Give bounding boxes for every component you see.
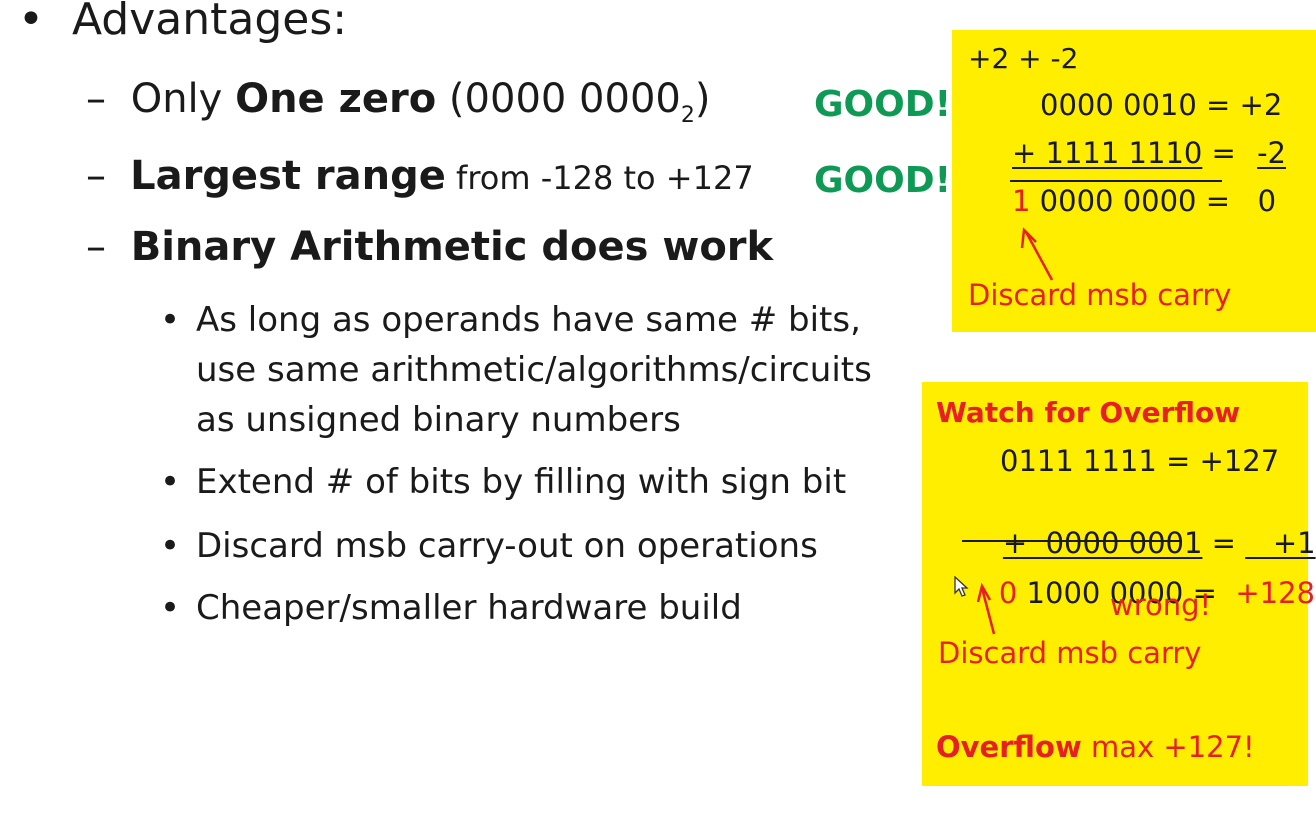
example-row: 0000 0010 = +2: [1040, 88, 1283, 122]
dash-icon: –: [86, 224, 106, 270]
dash-icon: –: [86, 76, 106, 122]
overflow-result: +128: [1235, 576, 1315, 610]
sub-text: as unsigned binary numbers: [196, 400, 681, 440]
example-title: +2 + -2: [968, 42, 1079, 75]
sub-text: Cheaper/smaller hardware build: [196, 588, 742, 628]
footer-text: max +127!: [1081, 730, 1255, 764]
equals: =: [1202, 526, 1246, 560]
sub-bullet-same-bits: • As long as operands have same # bits, u…: [160, 295, 872, 445]
example-row: + 0000 0001 = +1: [966, 492, 1316, 594]
sub-bullet-extend-bits: • Extend # of bits by filling with sign b…: [160, 462, 846, 502]
example-row: 0111 1111 = +127: [1000, 444, 1280, 478]
carry-bit: 0: [998, 576, 1018, 610]
addend-value: +1: [1245, 526, 1316, 560]
addend-value: -2: [1257, 136, 1287, 170]
bullet-icon: •: [160, 462, 181, 502]
footer-bold: Overflow: [936, 730, 1082, 764]
subscript: 2: [680, 103, 695, 128]
item-text: ): [694, 76, 711, 122]
item-text: (0000 0000: [436, 76, 681, 122]
sub-text: use same arithmetic/algorithms/circuits: [196, 350, 872, 390]
sum-rule: [962, 540, 1182, 542]
item-bold-text: Binary Arithmetic does work: [130, 224, 774, 270]
example-row: 0 1000 0000 = +128: [962, 542, 1315, 644]
sub-text: As long as operands have same # bits,: [196, 300, 861, 340]
item-bold-text: One zero: [235, 76, 437, 122]
arrow-icon: [976, 582, 996, 635]
dash-icon: –: [86, 153, 106, 199]
example-box-overflow: Watch for Overflow 0111 1111 = +127 + 00…: [922, 382, 1316, 786]
heading-text: Advantages:: [71, 0, 348, 45]
example-row: 1 0000 0000 = 0: [1012, 184, 1276, 218]
wrong-label: wrong!: [1110, 588, 1212, 622]
carry-caption: Discard msb carry: [938, 636, 1202, 670]
mouse-cursor-icon: [954, 576, 969, 597]
good-label: GOOD!: [814, 84, 952, 125]
example-row: + 1111 1110 = -2: [1012, 136, 1286, 170]
sub-bullet-discard-carry: • Discard msb carry-out on operations: [160, 526, 818, 566]
bullet-icon: •: [18, 0, 44, 45]
sub-bullet-cheaper-hardware: • Cheaper/smaller hardware build: [160, 588, 742, 628]
item-text: from -128 to +127: [445, 159, 754, 197]
example-box-zero: +2 + -2 0000 0010 = +2 + 1111 1110 = -2 …: [952, 30, 1316, 332]
addend: + 1111 1110: [1012, 136, 1203, 170]
advantage-largest-range: – Largest range from -128 to +127: [86, 153, 754, 199]
good-label: GOOD!: [814, 160, 952, 201]
sub-text: Extend # of bits by filling with sign bi…: [196, 462, 847, 502]
item-bold-text: Largest range: [130, 153, 446, 199]
sum-rule: [1010, 180, 1222, 182]
arrow-icon: [1020, 227, 1054, 281]
sub-text: Discard msb carry-out on operations: [196, 526, 818, 566]
carry-bit: 1: [1012, 184, 1031, 218]
sum-text: 0000 0000 = 0: [1030, 184, 1277, 218]
addend: + 0000 0001: [1002, 526, 1203, 560]
advantage-one-zero: – Only One zero (0000 00002): [86, 76, 710, 128]
item-text: Only: [130, 76, 236, 122]
equals: =: [1202, 136, 1246, 170]
carry-caption: Discard msb carry: [968, 278, 1232, 312]
bullet-icon: •: [160, 300, 181, 340]
overflow-title: Watch for Overflow: [936, 396, 1241, 429]
bullet-icon: •: [160, 588, 181, 628]
sum-text: 1000 0000 =: [1017, 576, 1236, 610]
slide-heading: • Advantages:: [18, 0, 347, 45]
bullet-icon: •: [160, 526, 181, 566]
overflow-footer: Overflow max +127!: [936, 730, 1255, 764]
advantage-binary-arithmetic: – Binary Arithmetic does work: [86, 224, 773, 270]
